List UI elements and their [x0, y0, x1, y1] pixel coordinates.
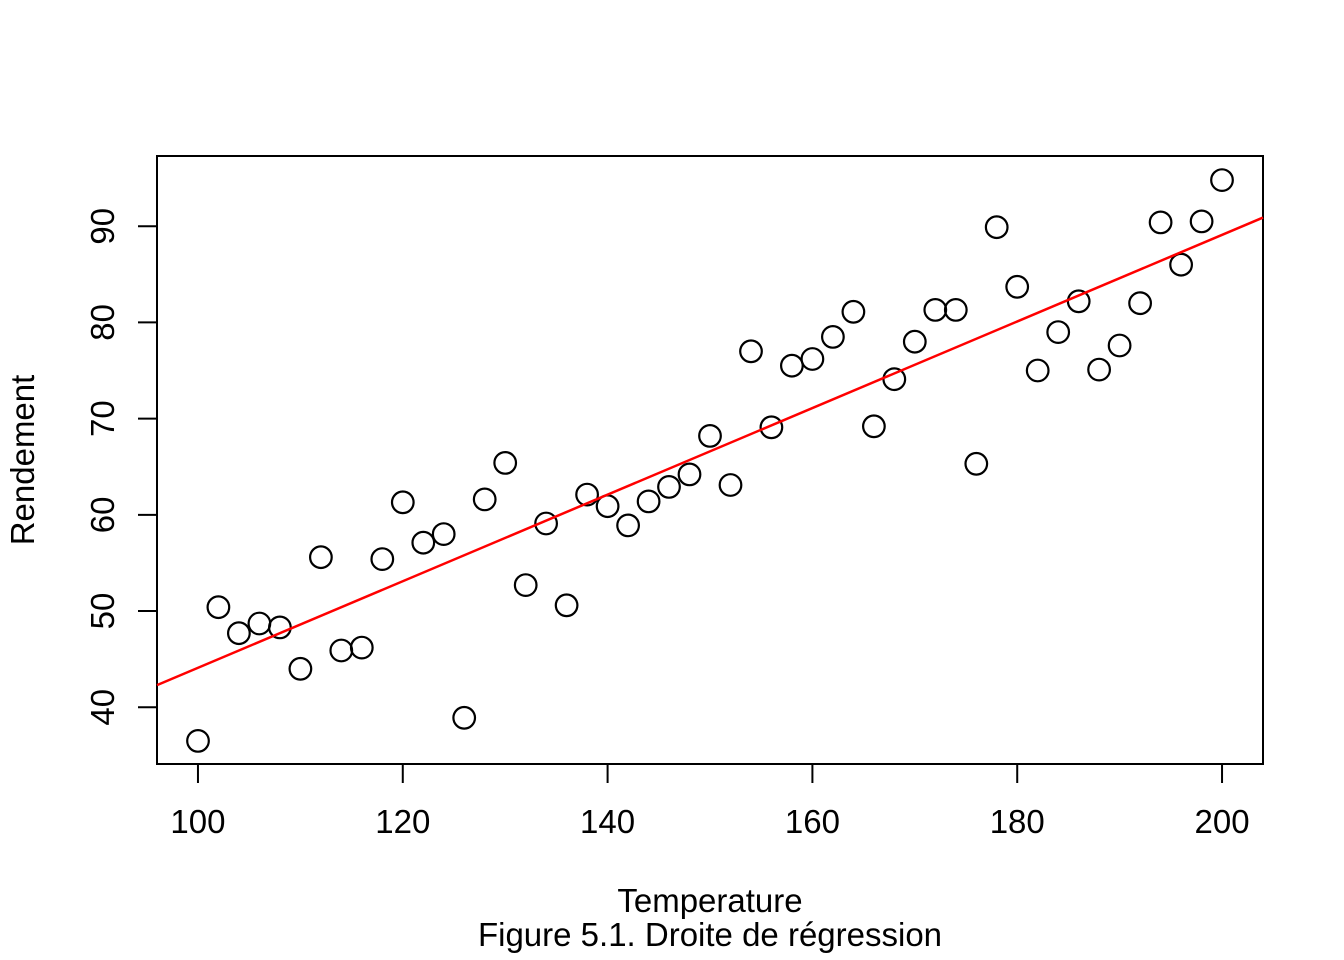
data-point — [452, 705, 477, 730]
y-tick-label: 80 — [84, 304, 121, 341]
data-point — [780, 353, 804, 378]
data-point — [534, 511, 558, 536]
data-point — [616, 513, 640, 538]
data-point — [431, 522, 456, 546]
data-point — [841, 299, 866, 324]
data-point — [1005, 274, 1030, 299]
data-point — [636, 489, 661, 514]
y-tick-label: 50 — [84, 593, 121, 630]
data-point — [943, 298, 968, 322]
data-point — [329, 638, 354, 663]
data-point — [882, 367, 907, 392]
data-point — [1087, 357, 1111, 382]
data-point — [759, 415, 784, 440]
data-point — [309, 545, 333, 570]
figure-caption: Figure 5.1. Droite de régression — [478, 916, 942, 953]
y-tick-label: 60 — [84, 496, 121, 533]
data-point — [923, 298, 948, 322]
data-point — [677, 462, 702, 487]
data-point — [288, 656, 313, 681]
x-axis-ticks: 100 120 140 160 180 200 — [170, 764, 1250, 840]
data-point — [206, 595, 231, 620]
data-point — [513, 573, 538, 597]
data-point — [349, 635, 374, 660]
y-axis-ticks: 40 50 60 70 80 90 — [84, 208, 157, 726]
data-point — [984, 215, 1009, 240]
plot-border — [156, 155, 1264, 765]
data-point — [472, 487, 497, 512]
data-point — [186, 729, 210, 753]
y-tick-label: 40 — [84, 689, 121, 726]
y-tick-label: 90 — [84, 208, 121, 245]
x-tick-label: 180 — [990, 803, 1045, 840]
data-point — [718, 473, 743, 497]
data-point — [1169, 252, 1193, 277]
data-point — [862, 414, 886, 439]
data-point — [1128, 291, 1152, 316]
x-tick-label: 160 — [785, 803, 840, 840]
data-point — [226, 621, 251, 646]
data-point — [370, 547, 395, 571]
x-tick-label: 200 — [1195, 803, 1250, 840]
data-point — [247, 611, 272, 636]
data-point — [575, 482, 599, 507]
y-tick-label: 70 — [84, 400, 121, 437]
x-tick-label: 120 — [375, 803, 430, 840]
regression-line — [156, 216, 1264, 687]
data-point — [1025, 358, 1050, 383]
data-point — [1107, 333, 1132, 358]
data-point — [698, 424, 722, 448]
data-point — [657, 475, 681, 499]
data-point — [964, 451, 989, 476]
data-point — [1148, 210, 1173, 235]
data-point — [268, 615, 292, 640]
x-tick-label: 100 — [170, 803, 225, 840]
data-points — [186, 168, 1234, 753]
data-point — [800, 347, 825, 371]
data-point — [554, 593, 579, 618]
data-point — [902, 329, 927, 354]
data-point — [411, 530, 436, 555]
x-tick-label: 140 — [580, 803, 635, 840]
data-point — [821, 325, 845, 349]
data-point — [1046, 320, 1071, 345]
data-point — [1210, 168, 1234, 193]
data-point — [1189, 209, 1214, 234]
data-point — [390, 490, 415, 515]
data-point — [1066, 289, 1091, 314]
data-point — [739, 339, 763, 364]
x-axis-label: Temperature — [617, 882, 802, 919]
data-point — [493, 451, 518, 475]
y-axis-label: Rendement — [4, 375, 41, 546]
